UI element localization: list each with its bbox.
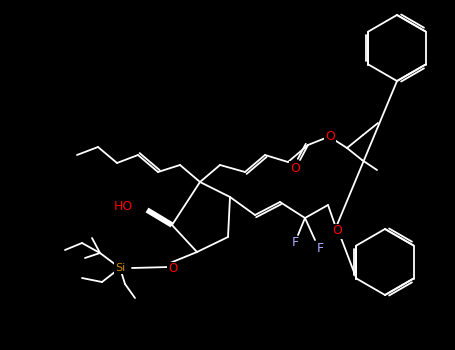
- Text: F: F: [292, 237, 298, 250]
- Text: O: O: [325, 130, 335, 142]
- Text: HO: HO: [114, 201, 133, 214]
- Text: F: F: [316, 241, 324, 254]
- Text: O: O: [168, 262, 177, 275]
- Text: O: O: [332, 224, 342, 238]
- Text: O: O: [290, 161, 300, 175]
- Text: Si: Si: [115, 263, 125, 273]
